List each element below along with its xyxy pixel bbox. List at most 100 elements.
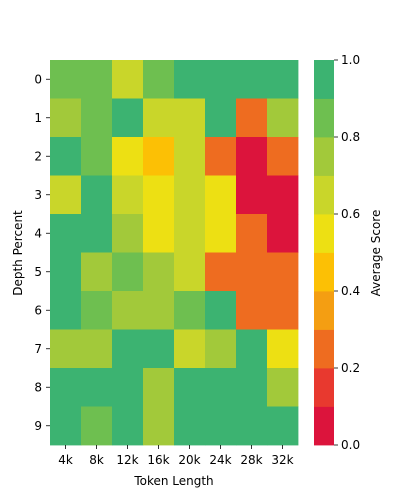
heatmap-cell-2-6: [236, 137, 268, 176]
heatmap-cell-3-1: [81, 175, 113, 215]
heatmap-cell-3-2: [112, 175, 144, 215]
heatmap-cell-3-5: [205, 175, 237, 215]
heatmap-cell-9-7: [267, 406, 299, 446]
heatmap-cell-8-0: [50, 368, 82, 407]
colorbar-tick-label: 1.0: [341, 53, 360, 67]
heatmap-cell-4-7: [267, 214, 299, 253]
heatmap-cell-0-3: [143, 60, 175, 99]
heatmap-cell-4-6: [236, 214, 268, 253]
x-axis-label: Token Length: [133, 474, 213, 488]
heatmap-cell-7-7: [267, 329, 299, 369]
y-tick-label: 5: [34, 265, 42, 279]
heatmap-cells: [50, 60, 299, 446]
heatmap-cell-2-5: [205, 137, 237, 176]
heatmap-cell-7-4: [174, 329, 206, 369]
colorbar-tick-label: 0.8: [341, 130, 360, 144]
heatmap-cell-7-3: [143, 329, 175, 369]
heatmap-cell-9-2: [112, 406, 144, 446]
heatmap-cell-0-4: [174, 60, 206, 99]
heatmap-cell-7-6: [236, 329, 268, 369]
colorbar-label: Average Score: [369, 210, 383, 297]
heatmap-cell-2-3: [143, 137, 175, 176]
heatmap-cell-1-3: [143, 98, 175, 138]
heatmap-cell-4-3: [143, 214, 175, 253]
y-tick-label: 1: [34, 111, 42, 125]
heatmap-cell-0-7: [267, 60, 299, 99]
y-tick-label: 4: [34, 226, 42, 240]
colorbar: [314, 60, 334, 446]
colorbar-segment: [314, 329, 334, 369]
heatmap-cell-7-1: [81, 329, 113, 369]
heatmap-cell-3-3: [143, 175, 175, 215]
heatmap-cell-0-2: [112, 60, 144, 99]
x-tick-label: 28k: [240, 453, 262, 467]
heatmap-cell-0-6: [236, 60, 268, 99]
colorbar-segment: [314, 252, 334, 292]
heatmap-cell-8-3: [143, 368, 175, 407]
heatmap-cell-1-0: [50, 98, 82, 138]
heatmap-cell-4-1: [81, 214, 113, 253]
heatmap-cell-5-3: [143, 252, 175, 292]
y-tick-label: 8: [34, 380, 42, 394]
heatmap-cell-6-2: [112, 291, 144, 330]
colorbar-tick-labels: 0.0 0.2 0.4 0.6 0.8 1.0: [334, 53, 360, 452]
colorbar-segment: [314, 406, 334, 446]
y-tick-label: 2: [34, 149, 42, 163]
heatmap-cell-1-1: [81, 98, 113, 138]
x-tick-label: 4k: [58, 453, 73, 467]
heatmap-cell-7-0: [50, 329, 82, 369]
heatmap-cell-1-7: [267, 98, 299, 138]
heatmap-cell-2-0: [50, 137, 82, 176]
colorbar-segment: [314, 137, 334, 176]
heatmap-cell-9-5: [205, 406, 237, 446]
y-tick-labels: 0 1 2 3 4 5 6 7 8 9: [34, 72, 50, 433]
heatmap-cell-8-5: [205, 368, 237, 407]
heatmap-cell-9-3: [143, 406, 175, 446]
y-tick-label: 9: [34, 419, 42, 433]
heatmap-cell-9-1: [81, 406, 113, 446]
heatmap-cell-2-7: [267, 137, 299, 176]
heatmap-cell-3-0: [50, 175, 82, 215]
y-tick-label: 6: [34, 303, 42, 317]
heatmap-cell-1-6: [236, 98, 268, 138]
heatmap-cell-6-4: [174, 291, 206, 330]
heatmap-cell-6-1: [81, 291, 113, 330]
heatmap-cell-5-1: [81, 252, 113, 292]
heatmap-cell-0-5: [205, 60, 237, 99]
colorbar-segment: [314, 214, 334, 253]
heatmap-cell-1-4: [174, 98, 206, 138]
colorbar-segment: [314, 368, 334, 407]
heatmap-cell-4-2: [112, 214, 144, 253]
heatmap-cell-9-6: [236, 406, 268, 446]
heatmap-cell-2-1: [81, 137, 113, 176]
colorbar-segment: [314, 60, 334, 99]
heatmap-cell-8-6: [236, 368, 268, 407]
colorbar-tick-label: 0.4: [341, 284, 360, 298]
heatmap-cell-2-4: [174, 137, 206, 176]
heatmap-cell-4-5: [205, 214, 237, 253]
colorbar-tick-label: 0.6: [341, 207, 360, 221]
x-tick-label: 12k: [116, 453, 138, 467]
heatmap-cell-8-4: [174, 368, 206, 407]
heatmap-cell-5-6: [236, 252, 268, 292]
colorbar-tick-label: 0.2: [341, 361, 360, 375]
heatmap-cell-6-3: [143, 291, 175, 330]
heatmap-cell-2-2: [112, 137, 144, 176]
heatmap-cell-4-0: [50, 214, 82, 253]
x-tick-label: 16k: [147, 453, 169, 467]
heatmap-cell-1-5: [205, 98, 237, 138]
heatmap-cell-8-7: [267, 368, 299, 407]
heatmap-cell-0-0: [50, 60, 82, 99]
heatmap-cell-9-0: [50, 406, 82, 446]
heatmap-cell-1-2: [112, 98, 144, 138]
heatmap-cell-5-0: [50, 252, 82, 292]
heatmap-cell-5-5: [205, 252, 237, 292]
x-tick-label: 8k: [89, 453, 104, 467]
heatmap-cell-6-6: [236, 291, 268, 330]
heatmap-cell-8-1: [81, 368, 113, 407]
heatmap-cell-6-7: [267, 291, 299, 330]
x-tick-label: 20k: [178, 453, 200, 467]
heatmap-cell-5-4: [174, 252, 206, 292]
heatmap-cell-3-7: [267, 175, 299, 215]
